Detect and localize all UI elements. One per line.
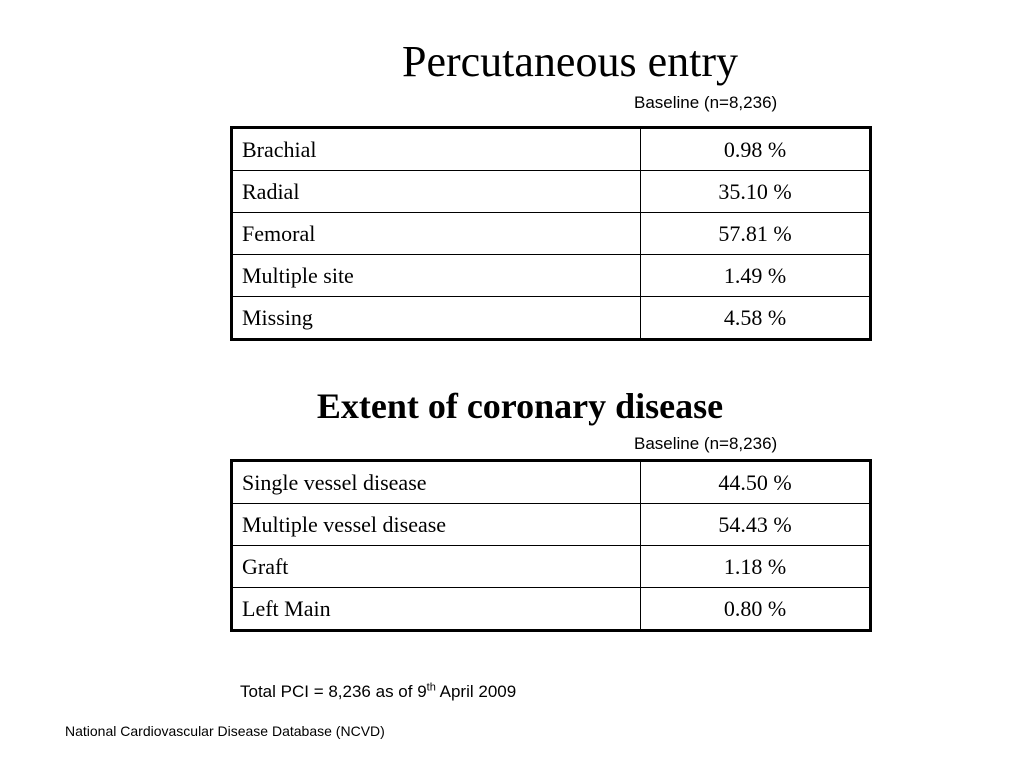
row-label: Multiple site [231, 254, 641, 297]
table-row: Multiple site 1.49 % [231, 254, 871, 297]
table-row: Multiple vessel disease 54.43 % [231, 503, 871, 546]
total-prefix: Total PCI = 8,236 as of 9 [240, 682, 427, 701]
total-superscript: th [426, 681, 436, 694]
table-row: Brachial 0.98 % [231, 127, 871, 171]
row-label: Brachial [231, 127, 641, 171]
percutaneous-entry-title: Percutaneous entry [402, 37, 738, 86]
row-label: Graft [231, 545, 641, 588]
table-row: Radial 35.10 % [231, 170, 871, 213]
table-row: Missing 4.58 % [231, 296, 871, 340]
table-row: Graft 1.18 % [231, 545, 871, 588]
row-value: 35.10 % [640, 170, 871, 213]
percutaneous-entry-table: Brachial 0.98 % Radial 35.10 % Femoral 5… [230, 126, 872, 341]
source-footer: National Cardiovascular Disease Database… [65, 723, 385, 739]
total-pci-note: Total PCI = 8,236 as of 9th April 2009 [240, 681, 516, 703]
table-row: Left Main 0.80 % [231, 587, 871, 631]
row-value: 0.80 % [640, 587, 871, 631]
total-suffix: April 2009 [435, 682, 517, 701]
table-row: Single vessel disease 44.50 % [231, 460, 871, 504]
row-value: 54.43 % [640, 503, 871, 546]
row-label: Single vessel disease [231, 460, 641, 504]
table-row: Femoral 57.81 % [231, 212, 871, 255]
row-label: Left Main [231, 587, 641, 631]
coronary-disease-caption: Baseline (n=8,236) [634, 434, 778, 453]
row-value: 1.49 % [640, 254, 871, 297]
row-label: Femoral [231, 212, 641, 255]
row-value: 1.18 % [640, 545, 871, 588]
row-label: Missing [231, 296, 641, 340]
row-value: 4.58 % [640, 296, 871, 340]
coronary-disease-table: Single vessel disease 44.50 % Multiple v… [230, 459, 872, 632]
percutaneous-entry-caption: Baseline (n=8,236) [634, 93, 778, 112]
coronary-disease-title: Extent of coronary disease [316, 386, 724, 426]
row-value: 44.50 % [640, 460, 871, 504]
row-value: 57.81 % [640, 212, 871, 255]
row-label: Radial [231, 170, 641, 213]
row-value: 0.98 % [640, 127, 871, 171]
row-label: Multiple vessel disease [231, 503, 641, 546]
